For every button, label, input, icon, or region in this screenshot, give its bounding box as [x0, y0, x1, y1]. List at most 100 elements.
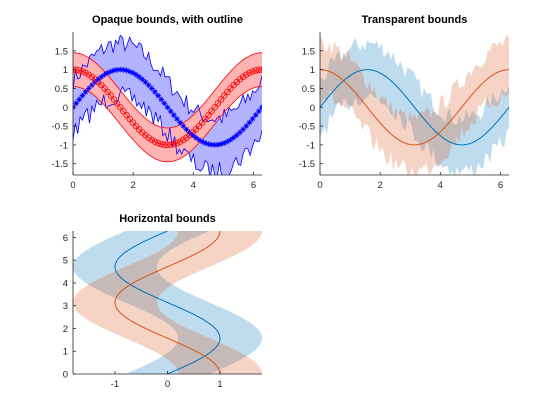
y-tick-label: 0: [63, 103, 68, 114]
sin-marker: [130, 70, 136, 76]
cos-marker: [205, 111, 212, 119]
cos-band-lower-outline: [73, 86, 262, 163]
cos-marker: [195, 122, 203, 130]
axes-2: Transparent bounds 0 2 4 6 -1.5 -1 -0.5 0 0.5 1 1.5: [299, 14, 509, 191]
sin-marker: [111, 67, 117, 74]
cos-marker: [202, 115, 209, 123]
y-tick-label: 1.5: [302, 46, 315, 57]
chart-title: Horizontal bounds: [119, 213, 216, 225]
sin-marker: [183, 126, 190, 133]
sin-marker: [85, 85, 92, 92]
x-tick-label: 6: [251, 180, 256, 191]
sin-marker: [136, 74, 142, 80]
cos-marker: [180, 136, 187, 144]
cos-marker: [246, 69, 253, 77]
sin-marker: [148, 85, 155, 92]
y-tick-label: -1.5: [299, 159, 315, 170]
axes-1: Opaque bounds, with outline 0 2 4 6 -1.5 -1 -0.…: [52, 14, 262, 191]
sin-marker: [202, 140, 209, 146]
sin-marker: [230, 134, 237, 141]
sin-marker: [79, 92, 86, 99]
y-tick-label: 0.5: [302, 84, 315, 95]
sin-marker: [171, 112, 177, 118]
sin-marker: [205, 141, 212, 147]
x-tick-label: 4: [191, 180, 196, 191]
y-tick-label: 4: [63, 278, 68, 289]
x-tick-label: 4: [438, 180, 443, 191]
sin-marker: [155, 92, 161, 99]
cos-marker: [208, 107, 215, 115]
plot-area-2: [320, 34, 509, 175]
sin-marker: [76, 96, 83, 103]
cos-marker: [151, 138, 159, 145]
y-tick-label: -0.5: [299, 122, 315, 133]
chart-title: Transparent bounds: [362, 14, 468, 26]
cos-marker: [255, 66, 262, 74]
cos-marker: [145, 134, 152, 141]
cos-marker: [82, 69, 89, 77]
sin-marker: [104, 70, 111, 76]
sin-marker: [142, 79, 149, 85]
cos-marker: [120, 107, 127, 115]
sin-line: [320, 69, 509, 146]
y-tick-label: 0: [63, 370, 68, 381]
x-tick-label: -1: [111, 379, 119, 390]
cos-marker: [76, 67, 83, 74]
sin-marker: [126, 68, 133, 75]
sin-marker: [108, 68, 114, 75]
y-tick-label: -0.5: [52, 122, 68, 133]
sin-band-upper-outline: [73, 34, 262, 125]
sin-marker: [117, 66, 124, 73]
axes-3: Horizontal bounds -1 0 1 0 1 2 3 4 5 6: [63, 213, 262, 390]
y-tick-label: 3: [63, 301, 68, 312]
cos-marker: [176, 138, 184, 145]
cos-marker: [217, 96, 225, 103]
cos-marker: [164, 141, 171, 149]
sin-marker: [240, 126, 246, 133]
cos-marker: [243, 71, 250, 78]
cos-line: [320, 69, 509, 146]
sin-marker: [196, 137, 202, 143]
y-tick-label: 1: [63, 347, 68, 358]
cos-marker: [224, 88, 231, 96]
cos-marker: [258, 66, 262, 73]
sin-marker: [193, 134, 199, 141]
sin-marker: [252, 112, 259, 118]
cos-marker: [167, 141, 174, 148]
cos-band: [73, 231, 262, 374]
sin-marker: [98, 74, 105, 80]
y-tick-label: 1: [63, 65, 68, 76]
y-tick-label: -1.5: [52, 159, 68, 170]
cos-marker: [161, 141, 168, 148]
cos-band: [320, 34, 509, 175]
sin-marker: [208, 141, 215, 148]
cos-marker: [79, 68, 86, 75]
sin-marker: [224, 138, 231, 145]
sin-marker: [158, 96, 165, 103]
cos-marker: [211, 104, 218, 111]
chart-title: Opaque bounds, with outline: [92, 14, 243, 26]
sin-marker: [133, 71, 139, 78]
sin-marker: [89, 82, 95, 88]
sin-marker: [139, 76, 146, 83]
sin-marker: [114, 67, 120, 73]
y-tick-label: 5: [63, 256, 68, 267]
cos-marker: [239, 73, 247, 81]
cos-marker: [198, 119, 206, 126]
y-tick-label: 1: [310, 65, 315, 76]
sin-marker: [218, 141, 224, 147]
cos-marker: [170, 140, 178, 148]
y-tick-label: 6: [63, 233, 68, 244]
x-tick-label: 2: [131, 180, 136, 191]
x-tick-label: 6: [498, 180, 503, 191]
cos-band-upper-outline: [73, 52, 262, 129]
cos-marker: [117, 104, 124, 111]
sin-marker: [167, 108, 174, 114]
sin-marker: [145, 82, 152, 88]
sin-marker: [249, 116, 256, 122]
plot-area-1: [73, 34, 262, 175]
cos-marker: [173, 139, 181, 147]
sin-band: [320, 37, 509, 175]
x-tick-label: 0: [165, 379, 170, 390]
